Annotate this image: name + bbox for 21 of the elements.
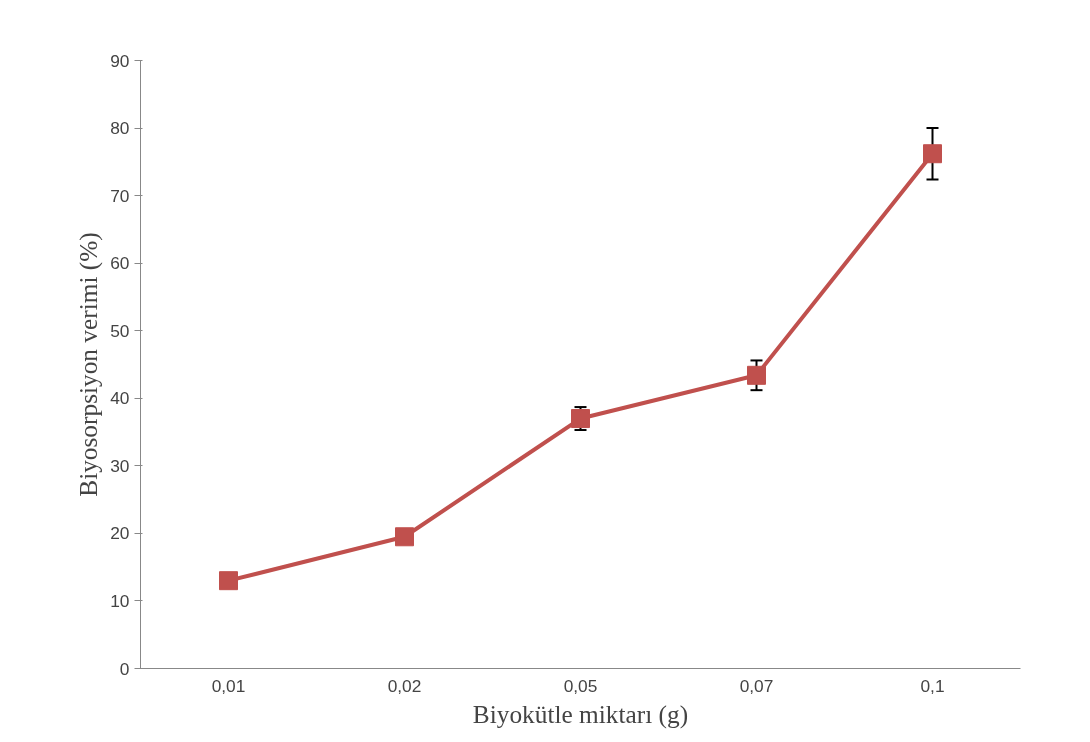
y-tick-label: 30 bbox=[110, 455, 130, 476]
x-tick-label: 0,07 bbox=[739, 675, 774, 696]
y-tick-label: 10 bbox=[110, 590, 130, 611]
y-axis-title: Biyosorpsiyon verimi (%) bbox=[74, 232, 104, 497]
x-axis-title: Biyokütle miktarı (g) bbox=[472, 699, 689, 729]
point bbox=[923, 144, 942, 164]
point bbox=[219, 571, 238, 591]
x-tick-label: 0,01 bbox=[211, 675, 246, 696]
x-tick-label: 0,1 bbox=[920, 675, 945, 696]
y-tick-label: 0 bbox=[119, 658, 130, 679]
y-tick-label: 70 bbox=[110, 185, 130, 206]
point bbox=[395, 527, 414, 547]
y-tick-label: 80 bbox=[110, 118, 130, 139]
y-tick-label: 20 bbox=[110, 523, 130, 544]
y-tick-label: 40 bbox=[110, 388, 130, 409]
x-tick-label: 0,02 bbox=[387, 675, 422, 696]
point bbox=[747, 365, 766, 385]
y-tick-label: 90 bbox=[110, 50, 130, 71]
x-tick-label: 0,05 bbox=[563, 675, 598, 696]
y-tick-label: 60 bbox=[110, 253, 130, 274]
y-tick-label: 50 bbox=[110, 320, 130, 341]
